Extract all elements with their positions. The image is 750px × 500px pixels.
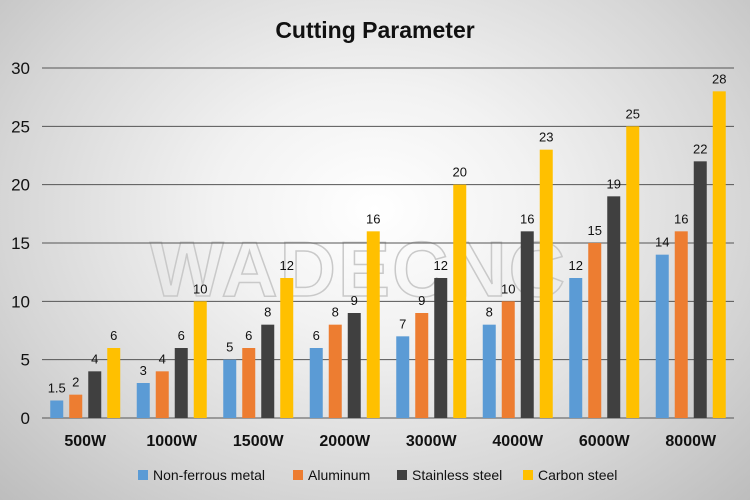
gridlines [42, 67, 734, 419]
data-label: 28 [712, 71, 726, 86]
data-label: 8 [486, 305, 493, 320]
data-label: 4 [91, 351, 98, 366]
data-label: 22 [693, 141, 707, 156]
bar [712, 91, 726, 418]
y-axis-ticks: 0 5 10 15 20 25 30 [11, 59, 30, 428]
legend-swatch [293, 470, 303, 480]
bar [223, 359, 237, 418]
bar [107, 348, 121, 418]
bar [588, 243, 602, 418]
bar [242, 348, 256, 418]
data-label: 12 [569, 258, 583, 273]
data-label: 10 [193, 281, 207, 296]
data-label: 16 [674, 211, 688, 226]
data-label: 7 [399, 316, 406, 331]
legend: Non-ferrous metal Aluminum Stainless steel… [138, 467, 617, 483]
bar [607, 196, 621, 418]
bar [415, 313, 429, 418]
bar [434, 278, 448, 418]
bar [501, 301, 515, 418]
bar [569, 278, 583, 418]
y-tick-label: 0 [21, 409, 30, 428]
data-label: 25 [626, 106, 640, 121]
y-tick-label: 15 [11, 234, 30, 253]
data-label: 16 [520, 211, 534, 226]
data-label: 9 [351, 293, 358, 308]
watermark-logo: WADECNC [150, 225, 567, 313]
bars [50, 91, 726, 419]
bar [136, 383, 150, 418]
data-label: 16 [366, 211, 380, 226]
x-tick-label: 1000W [146, 433, 198, 450]
x-tick-label: 2000W [319, 433, 371, 450]
y-tick-label: 20 [11, 176, 30, 195]
data-label: 9 [418, 293, 425, 308]
bar [655, 254, 669, 418]
bar [69, 394, 83, 418]
bar [693, 161, 707, 419]
bar [261, 324, 275, 418]
bar [174, 348, 188, 418]
bar [328, 324, 342, 418]
legend-label: Aluminum [308, 467, 370, 483]
bar [88, 371, 102, 418]
data-label: 8 [264, 305, 271, 320]
y-tick-label: 30 [11, 59, 30, 78]
bar [482, 324, 496, 418]
data-label: 5 [226, 340, 233, 355]
data-label: 15 [588, 223, 602, 238]
bar [280, 278, 294, 418]
data-label: 14 [655, 235, 669, 250]
data-label: 8 [332, 305, 339, 320]
chart-title: Cutting Parameter [275, 17, 474, 43]
bar [626, 126, 640, 418]
y-tick-label: 25 [11, 117, 30, 136]
data-label: 10 [501, 281, 515, 296]
data-label: 3 [140, 363, 147, 378]
x-tick-label: 1500W [233, 433, 285, 450]
bar [539, 149, 553, 418]
x-tick-label: 8000W [665, 433, 717, 450]
data-label: 6 [178, 328, 185, 343]
data-labels: 1.5 2463461056812689167912208101623121519… [48, 71, 727, 395]
bar [396, 336, 410, 418]
data-label: 2 [72, 375, 79, 390]
data-label: 20 [453, 165, 467, 180]
y-tick-label: 10 [11, 292, 30, 311]
data-label: 12 [434, 258, 448, 273]
legend-swatch [523, 470, 533, 480]
bar [520, 231, 534, 418]
legend-swatch [397, 470, 407, 480]
bar [193, 301, 207, 418]
bar [674, 231, 688, 418]
bar [453, 184, 467, 418]
data-label: 6 [245, 328, 252, 343]
data-label: 6 [313, 328, 320, 343]
data-label: 23 [539, 130, 553, 145]
legend-label: Stainless steel [412, 467, 502, 483]
legend-swatch [138, 470, 148, 480]
bar [366, 231, 380, 418]
x-tick-label: 6000W [579, 433, 631, 450]
data-label: 19 [607, 176, 621, 191]
y-tick-label: 5 [21, 351, 30, 370]
legend-label: Carbon steel [538, 467, 617, 483]
x-axis-ticks: 500W 1000W 1500W 2000W 3000W 4000W 6000W 8000W [64, 433, 717, 450]
data-label: 12 [280, 258, 294, 273]
x-tick-label: 3000W [406, 433, 458, 450]
bar [309, 348, 323, 418]
x-tick-label: 4000W [492, 433, 544, 450]
bar [347, 313, 361, 418]
legend-label: Non-ferrous metal [153, 467, 265, 483]
bar [155, 371, 169, 418]
x-tick-label: 500W [64, 433, 107, 450]
bar [50, 400, 64, 418]
data-label: 4 [159, 351, 166, 366]
data-label: 6 [110, 328, 117, 343]
data-label: 1.5 [48, 381, 66, 396]
